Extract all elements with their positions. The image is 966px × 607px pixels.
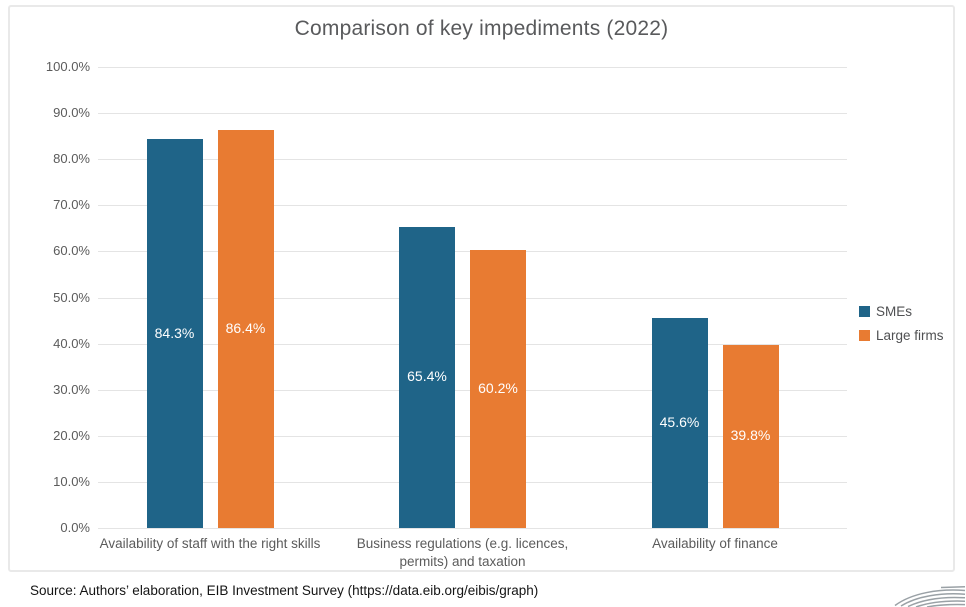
bar-value-label: 39.8% (730, 427, 771, 444)
source-note: Source: Authors’ elaboration, EIB Invest… (30, 583, 539, 598)
plot-area: 84.3% 86.4% 65.4% 60.2% 45.6% 39.8% (98, 67, 847, 529)
y-axis-label: 70.0% (53, 197, 90, 213)
y-axis-label: 50.0% (53, 289, 90, 305)
bar-large-firms-2: 39.8% (722, 344, 779, 528)
y-axis-label: 40.0% (53, 335, 90, 351)
chart-panel: Comparison of key impediments (2022) 84.… (8, 5, 955, 572)
bar-smes-2: 45.6% (651, 317, 708, 528)
y-axis-label: 60.0% (53, 243, 90, 259)
bar-smes-1: 65.4% (399, 226, 455, 528)
gridline (98, 67, 847, 68)
legend-label: Large firms (876, 328, 944, 343)
legend-label: SMEs (876, 304, 913, 319)
y-axis-label: 30.0% (53, 381, 90, 397)
legend: SMEs Large firms (859, 304, 944, 352)
y-axis-label: 0.0% (60, 520, 90, 535)
y-axis-label: 20.0% (53, 427, 90, 443)
gridline (98, 205, 847, 207)
y-axis-label: 10.0% (53, 473, 90, 489)
chart-title: Comparison of key impediments (2022) (294, 17, 669, 40)
hemicycle-logo-icon (894, 586, 966, 607)
y-axis-label: 100.0% (45, 59, 90, 74)
bar-smes-0: 84.3% (146, 139, 203, 528)
category-label: Availability of finance (652, 536, 778, 551)
gridline (98, 528, 847, 529)
bar-large-firms-1: 60.2% (470, 250, 526, 528)
bar-value-label: 60.2% (478, 380, 518, 397)
y-axis-label: 90.0% (53, 105, 90, 121)
legend-swatch-icon (859, 306, 870, 317)
legend-item: Large firms (859, 328, 944, 343)
bar-value-label: 86.4% (225, 319, 266, 336)
legend-swatch-icon (859, 330, 870, 341)
gridline (98, 159, 847, 161)
bar-value-label: 65.4% (407, 368, 447, 385)
category-label: Availability of staff with the right ski… (99, 536, 321, 551)
gridline (98, 113, 847, 115)
bar-value-label: 84.3% (154, 324, 195, 341)
bar-large-firms-0: 86.4% (217, 129, 274, 528)
legend-item: SMEs (859, 304, 944, 319)
bar-value-label: 45.6% (659, 413, 700, 430)
category-label: Business regulations (e.g. licences, per… (356, 536, 569, 569)
y-axis-label: 80.0% (53, 151, 90, 167)
